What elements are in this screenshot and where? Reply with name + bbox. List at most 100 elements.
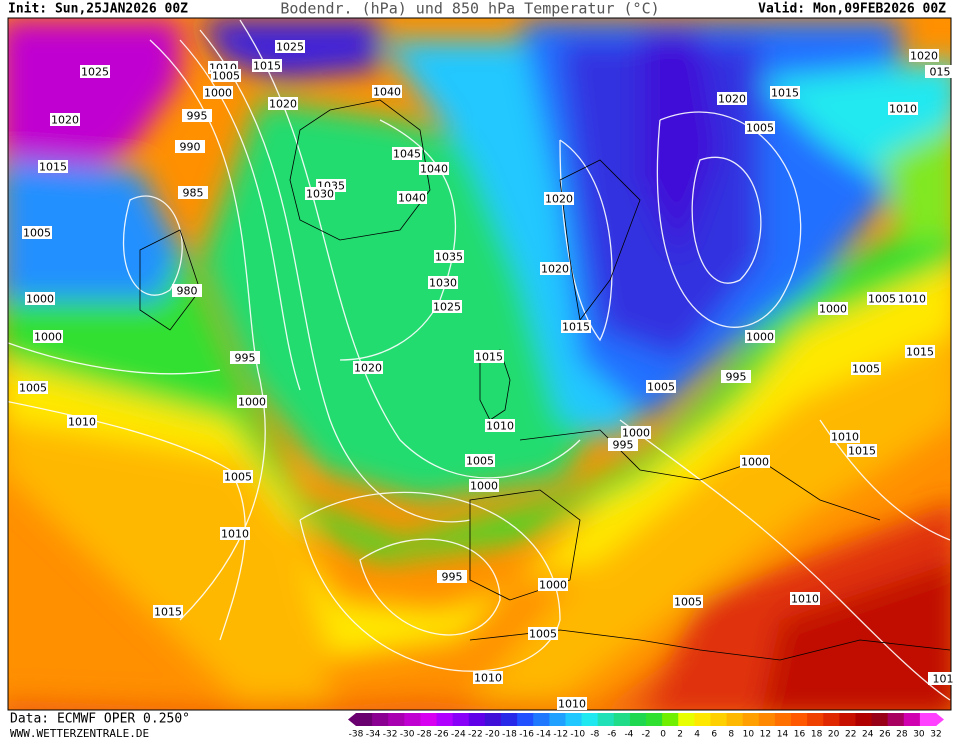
isobar-label-box [621,426,651,439]
isobar-label: 1000 [26,293,54,306]
isobar-label: 1010 [889,103,917,116]
isobar-label: 1000 [622,427,650,440]
isobar-label-box [740,455,770,468]
isobar-label: 101 [933,673,954,686]
colorbar-label: 0 [660,730,666,740]
colorbar-swatch [581,713,599,726]
colorbar-swatch [597,713,615,726]
isobar-label-box [22,226,52,239]
isobar-label-box [275,40,305,53]
isobar-label-box [909,49,939,62]
isobar-label: 1010 [791,593,819,606]
isobar-label: 1020 [545,193,573,206]
colorbar-label: -32 [383,730,398,740]
isobar-label-box [397,191,427,204]
isobar-label: 1035 [435,251,463,264]
colorbar-swatch [726,713,744,726]
isobar-label: 1000 [238,396,266,409]
isobar-label: 1015 [848,445,876,458]
isobar-label-box [428,276,458,289]
colorbar-swatch [710,713,728,726]
colorbar-label: -12 [553,730,568,740]
colorbar-label: 20 [828,730,840,740]
isobar-label: 1025 [81,66,109,79]
isobar-label-box [469,479,499,492]
isobar-label: 1040 [373,86,401,99]
isobar-label: 985 [183,187,204,200]
isobar-label-box [818,302,848,315]
colorbar-label: 14 [777,730,789,740]
isobar-label: 015 [930,66,951,79]
coastlines [139,99,951,661]
colorbar-arrow-left [348,713,356,726]
isobar-label-box [178,186,208,199]
isobar-label: 1020 [354,362,382,375]
colorbar-swatch [388,713,405,726]
isobar-label-box [561,320,591,333]
isobar-label-box [80,65,110,78]
colorbar-swatch [887,713,905,726]
isobar-label: 1015 [39,161,67,174]
isobar-label: 1045 [393,148,421,161]
isobar-label: 1005 [466,455,494,468]
isobar-label: 1010 [486,420,514,433]
isobar-label: 1010 [558,698,586,711]
isobar-label: 1000 [470,480,498,493]
isobar-label: 1015 [475,351,503,364]
map-frame [7,17,952,711]
colorbar-label: 16 [794,730,806,740]
isobar-label: 1020 [541,263,569,276]
colorbar-swatch [839,713,856,726]
colorbar-swatch [533,713,550,726]
isobar-label: 1000 [746,331,774,344]
isobar-label: 1010 [68,416,96,429]
colorbar-swatch [823,713,840,726]
colorbar-swatch [871,713,889,726]
isobar-label: 1015 [253,60,281,73]
colorbar-swatch [613,713,631,726]
colorbar-label: 22 [845,730,856,740]
colorbar-label: -4 [624,730,633,740]
isobar-label-box [473,671,503,684]
colorbar-swatch [694,713,711,726]
colorbar-swatch [517,713,534,726]
colorbar-label: -10 [570,730,585,740]
isobar-label: 1015 [771,87,799,100]
colorbar-swatch [404,713,421,726]
colorbar-swatch [565,713,583,726]
data-source: Data: ECMWF OPER 0.250° [10,712,190,727]
isobar-label-box [847,444,877,457]
isobar-label-box [608,438,638,451]
colorbar-label: 30 [913,730,925,740]
isobar-label-box [305,187,335,200]
isobar-label-box [557,697,587,710]
colorbar-swatch [791,713,808,726]
isobar-label-box [790,592,820,605]
colorbar-label: 6 [711,730,717,740]
isobar-label: 995 [726,371,747,384]
isobar-label-box [851,362,881,375]
isobar-label-box [465,454,495,467]
colorbar-label: 8 [728,730,734,740]
isobar-label-box [721,370,751,383]
isobar-label-box [897,292,927,305]
colorbar-arrow-right [936,713,944,726]
colorbar-label: -8 [590,730,599,740]
isobar-label-box [925,65,955,78]
isobar-label: 1025 [276,41,304,54]
colorbar-swatch [549,713,566,726]
temperature-field [8,18,951,710]
isobar-label: 1005 [746,122,774,135]
isobar-label: 1010 [474,672,502,685]
colorbar-label: 2 [677,730,683,740]
isobar-label-box [182,109,212,122]
isobar-label: 1005 [674,596,702,609]
isobar-label: 1020 [269,98,297,111]
isobar-label-box [717,92,747,105]
colorbar-swatch [774,713,792,726]
colorbar-label: 12 [760,730,771,740]
colorbar-label: -6 [607,730,616,740]
isobar-label: 1005 [529,628,557,641]
isobar-label: 1020 [718,93,746,106]
isobar-label-box [153,605,183,618]
